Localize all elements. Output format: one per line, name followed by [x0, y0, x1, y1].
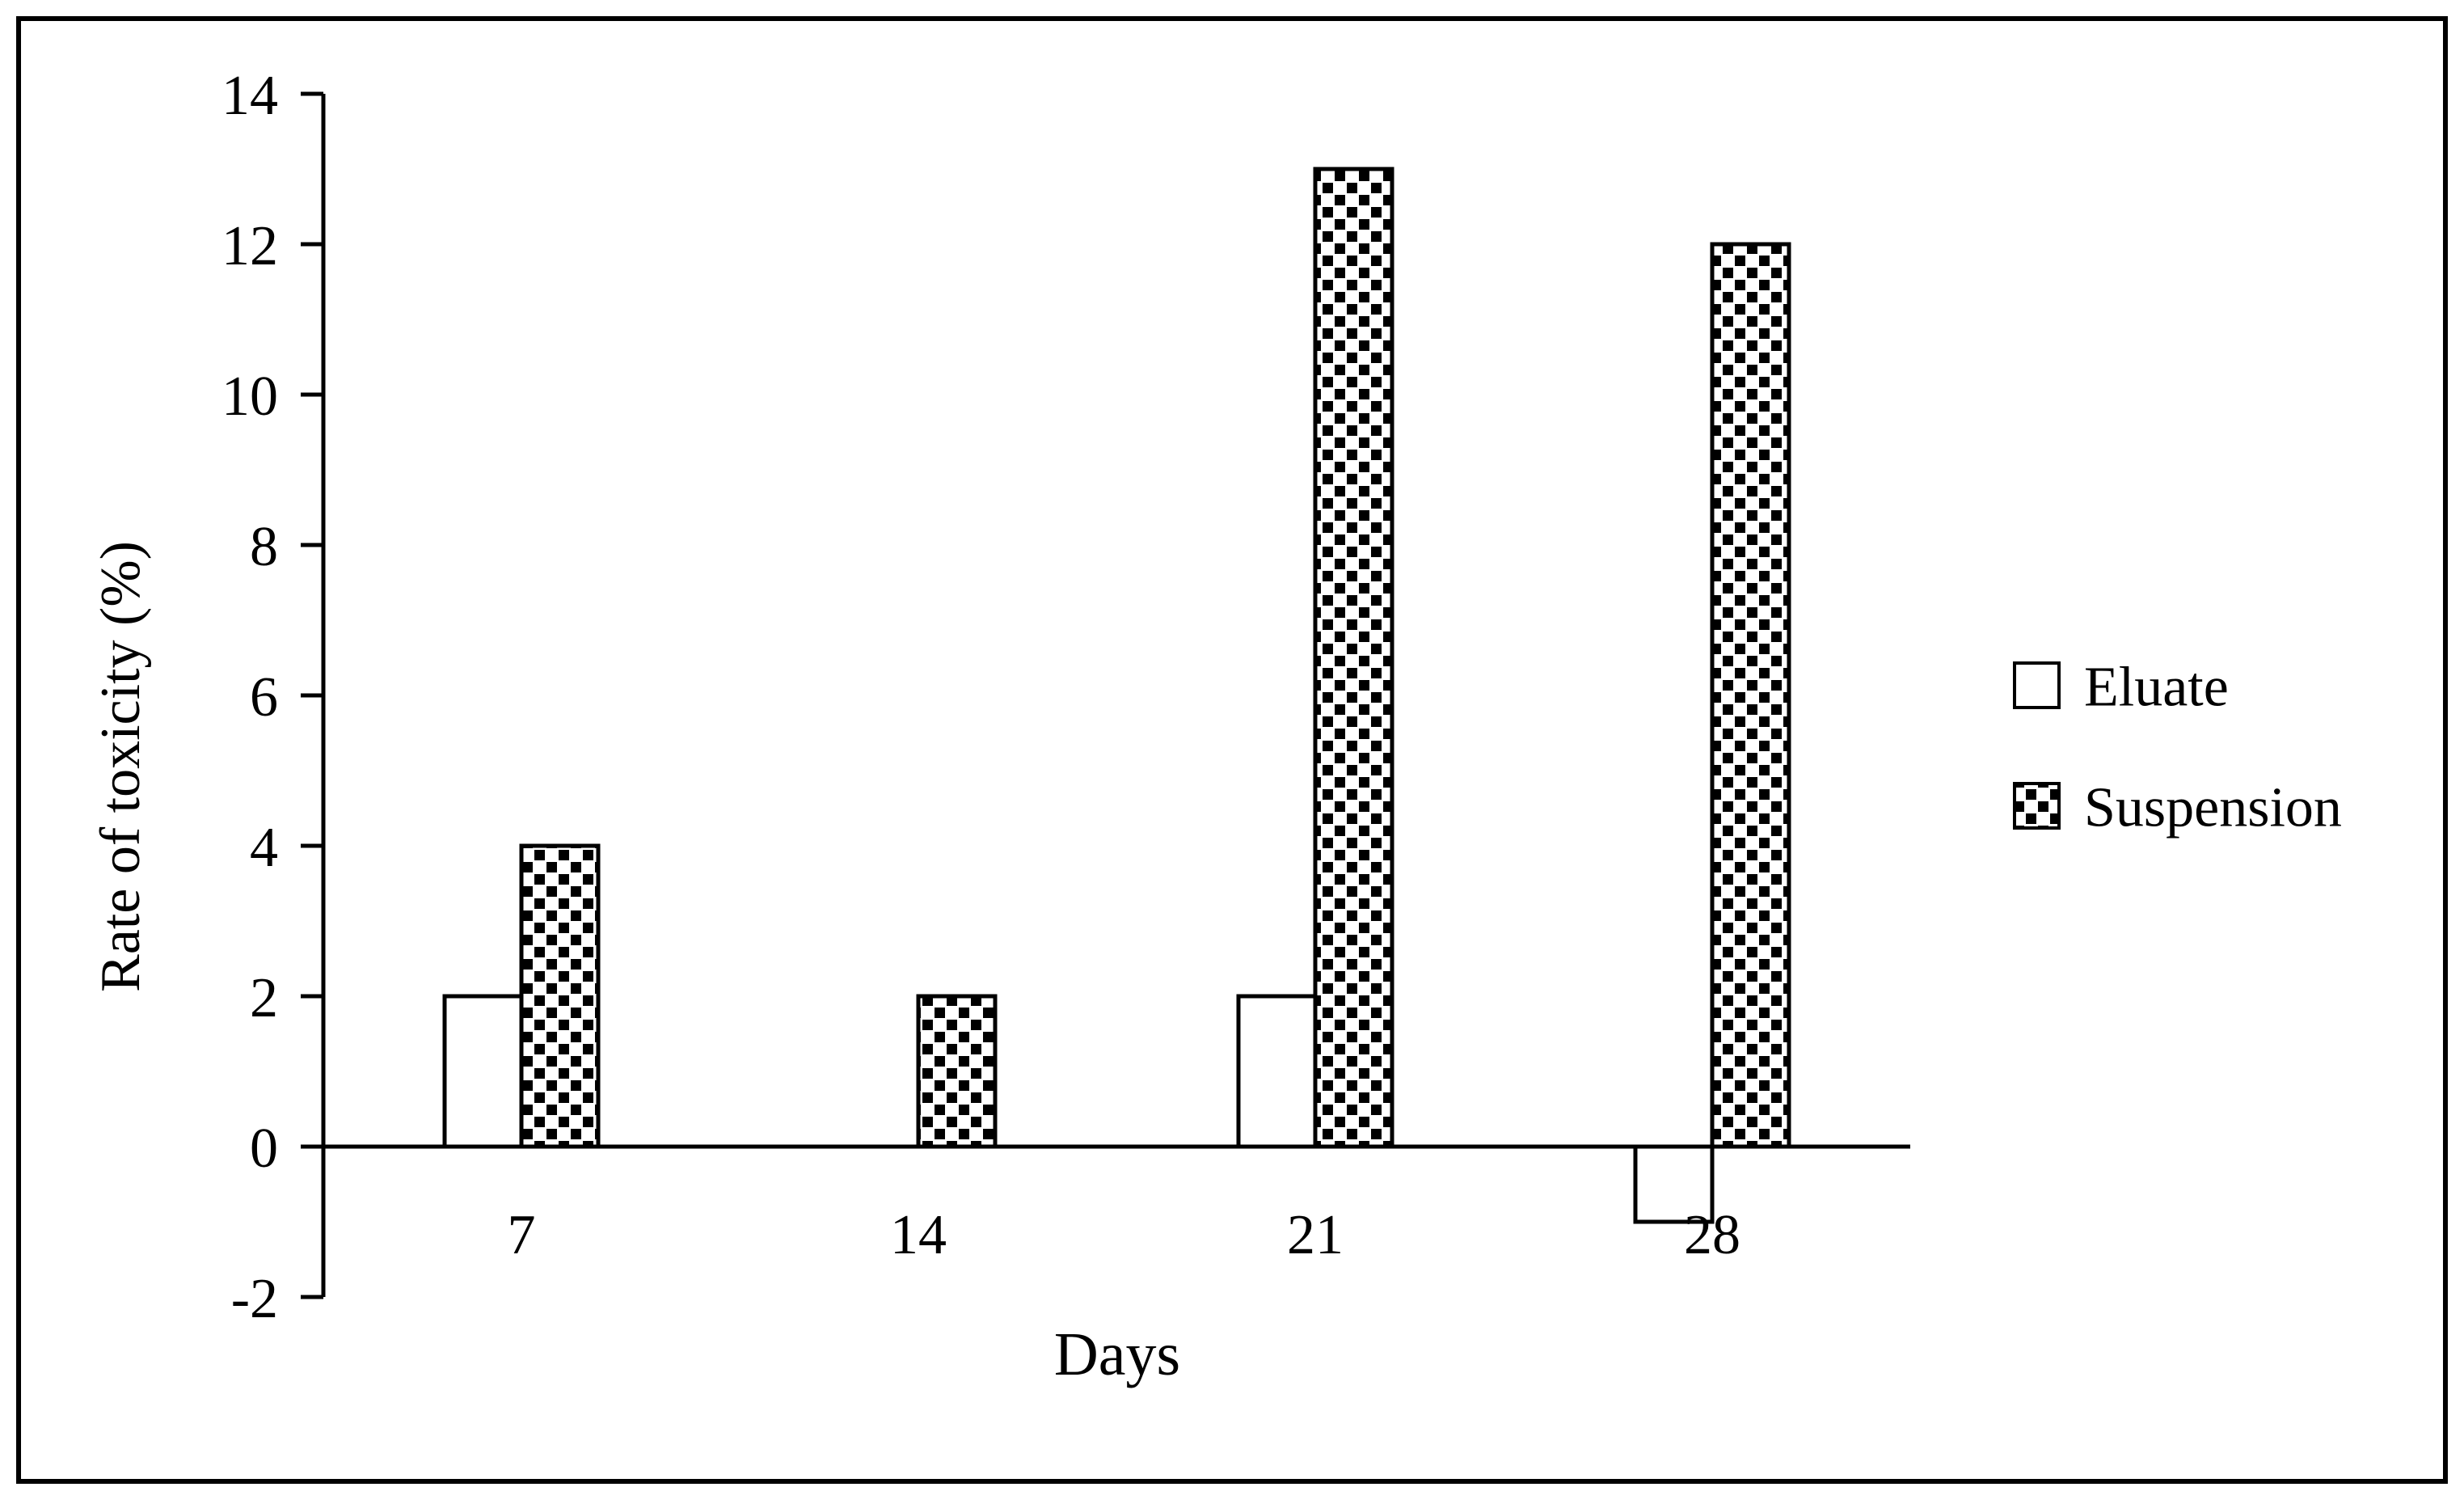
- y-tick-label-4: 4: [250, 817, 278, 879]
- x-tick-label-7: 7: [508, 1204, 536, 1266]
- y-tick-group: 14 12 10 8 6 4 2 0 -2: [222, 65, 323, 1330]
- x-axis-title: Days: [1054, 1320, 1180, 1388]
- bar-eluate-day-28: [1633, 1144, 1715, 1224]
- bar-eluate-day-7: [442, 994, 524, 1149]
- bar-eluate-day-21: [1236, 994, 1318, 1149]
- y-tick-label-14: 14: [222, 65, 278, 127]
- legend: Eluate Suspension: [2013, 657, 2342, 839]
- y-tick-label--2: -2: [231, 1268, 278, 1330]
- y-tick-label-10: 10: [222, 365, 278, 428]
- y-tick-label-6: 6: [250, 666, 278, 729]
- y-tick-label-2: 2: [250, 967, 278, 1029]
- legend-label-suspension: Suspension: [2084, 777, 2342, 839]
- x-tick-label-28: 28: [1684, 1204, 1740, 1266]
- x-tick-label-14: 14: [890, 1204, 947, 1266]
- y-tick-label-12: 12: [222, 215, 278, 277]
- bar-suspension-day-7: [519, 843, 601, 1149]
- x-tick-label-group: 7 14 21 28: [508, 1204, 1741, 1266]
- bars-group: [442, 167, 1791, 1224]
- y-tick-label-8: 8: [250, 516, 278, 578]
- legend-swatch-suspension: [2013, 782, 2061, 830]
- figure-border: [16, 16, 2448, 1484]
- x-tick-label-21: 21: [1287, 1204, 1344, 1266]
- bar-suspension-day-14: [916, 994, 998, 1149]
- y-tick-label-0: 0: [250, 1117, 278, 1180]
- legend-label-eluate: Eluate: [2084, 657, 2229, 719]
- y-axis-title: Rate of toxicity (%): [90, 541, 152, 992]
- bar-suspension-day-28: [1710, 242, 1791, 1149]
- legend-swatch-eluate: [2013, 661, 2061, 709]
- bar-suspension-day-21: [1313, 167, 1394, 1149]
